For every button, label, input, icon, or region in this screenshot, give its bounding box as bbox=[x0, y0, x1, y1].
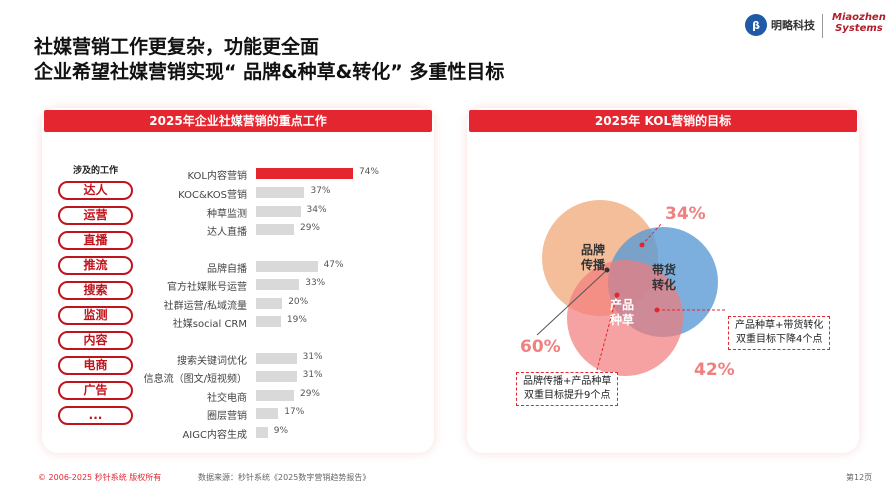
mingluo-logo: β 明略科技 bbox=[745, 14, 815, 36]
bar-value-label: 34% bbox=[306, 205, 327, 215]
bar-value-label: 29% bbox=[299, 389, 320, 399]
bar-category-label: KOL内容营销 bbox=[187, 171, 247, 182]
bar-category-label: 社媒social CRM bbox=[172, 319, 247, 330]
bar-value-label: 9% bbox=[273, 426, 289, 436]
bar-category-label: 达人直播 bbox=[207, 227, 247, 238]
bar bbox=[256, 390, 294, 401]
bar-value-label: 47% bbox=[323, 260, 344, 270]
bar-value-label: 37% bbox=[310, 186, 331, 196]
bar bbox=[256, 261, 318, 272]
bar bbox=[256, 408, 279, 419]
bar bbox=[256, 316, 281, 327]
bar bbox=[256, 224, 294, 235]
bar bbox=[256, 187, 305, 198]
venn-label-seeding: 产品 种草 bbox=[610, 298, 635, 327]
bar-value-label: 31% bbox=[302, 352, 323, 362]
venn-label-sales: 带货 转化 bbox=[652, 263, 677, 292]
left-panel: 2025年企业社媒营销的重点工作 bbox=[42, 108, 434, 453]
bar-category-label: 种草监测 bbox=[207, 209, 247, 220]
title-line-1: 社媒营销工作更复杂，功能更全面 bbox=[34, 36, 320, 58]
logo-divider bbox=[822, 14, 823, 38]
work-item-pill: 运营 bbox=[58, 206, 133, 225]
work-item-pill: 推流 bbox=[58, 256, 133, 275]
bar-category-label: 官方社媒账号运营 bbox=[167, 282, 247, 293]
pct-seeding: 42% bbox=[694, 360, 735, 380]
work-item-pill: 直播 bbox=[58, 231, 133, 250]
bar-category-label: 社交电商 bbox=[207, 393, 247, 404]
bar-value-label: 33% bbox=[305, 278, 326, 288]
bar bbox=[256, 371, 297, 382]
bar-value-label: 74% bbox=[358, 167, 379, 177]
bar-category-label: AIGC内容生成 bbox=[182, 430, 247, 441]
work-item-pill: 电商 bbox=[58, 356, 133, 375]
bar bbox=[256, 353, 297, 364]
work-item-pill: ... bbox=[58, 406, 133, 425]
leader-line bbox=[596, 294, 618, 371]
pct-brand: 60% bbox=[520, 337, 561, 357]
bar bbox=[256, 298, 283, 309]
bar-category-label: 社群运营/私域流量 bbox=[163, 301, 247, 312]
title-line-2: 企业希望社媒营销实现“ 品牌&种草&转化” 多重性目标 bbox=[34, 61, 505, 83]
bar bbox=[256, 168, 353, 179]
bar-category-label: 圈层营销 bbox=[207, 411, 247, 422]
right-panel-title: 2025年 KOL营销的目标 bbox=[469, 110, 857, 132]
bar bbox=[256, 206, 301, 217]
left-panel-title: 2025年企业社媒营销的重点工作 bbox=[44, 110, 432, 132]
bar-value-label: 20% bbox=[288, 297, 309, 307]
venn-circle-seeding bbox=[567, 260, 683, 376]
page-number: 第12页 bbox=[846, 473, 873, 482]
logo-icon: β bbox=[745, 14, 767, 36]
copyright: © 2006-2025 秒针系统 版权所有 bbox=[38, 473, 162, 482]
bar bbox=[256, 279, 300, 290]
data-source: 数据来源：秒针系统《2025数字营销趋势报告》 bbox=[198, 473, 371, 482]
venn-diagram bbox=[536, 200, 727, 376]
pct-sales: 34% bbox=[665, 204, 706, 224]
bar bbox=[256, 427, 268, 438]
bar-category-label: 品牌自播 bbox=[207, 264, 247, 275]
miaozhen-logo: Miaozhen Systems bbox=[832, 12, 886, 34]
leader-line bbox=[536, 269, 608, 336]
bar-value-label: 17% bbox=[284, 407, 305, 417]
work-item-pill: 内容 bbox=[58, 331, 133, 350]
bar-category-label: 搜索关键词优化 bbox=[177, 356, 247, 367]
bar-value-label: 31% bbox=[302, 370, 323, 380]
venn-label-brand: 品牌 传播 bbox=[581, 243, 606, 272]
work-item-pill: 达人 bbox=[58, 181, 133, 200]
work-label: 涉及的工作 bbox=[73, 166, 119, 176]
annotation-increase: 品牌传播+产品种草 双重目标提升9个点 bbox=[516, 372, 619, 406]
work-item-pill: 广告 bbox=[58, 381, 133, 400]
bar-value-label: 19% bbox=[286, 315, 307, 325]
bar-category-label: 信息流（图文/短视频） bbox=[143, 374, 247, 385]
bar-category-label: KOC&KOS营销 bbox=[178, 190, 247, 201]
work-item-pill: 搜索 bbox=[58, 281, 133, 300]
work-item-pill: 监测 bbox=[58, 306, 133, 325]
logo-text: 明略科技 bbox=[771, 19, 815, 32]
bar-value-label: 29% bbox=[299, 223, 320, 233]
annotation-decrease: 产品种草+带货转化 双重目标下降4个点 bbox=[728, 316, 831, 350]
